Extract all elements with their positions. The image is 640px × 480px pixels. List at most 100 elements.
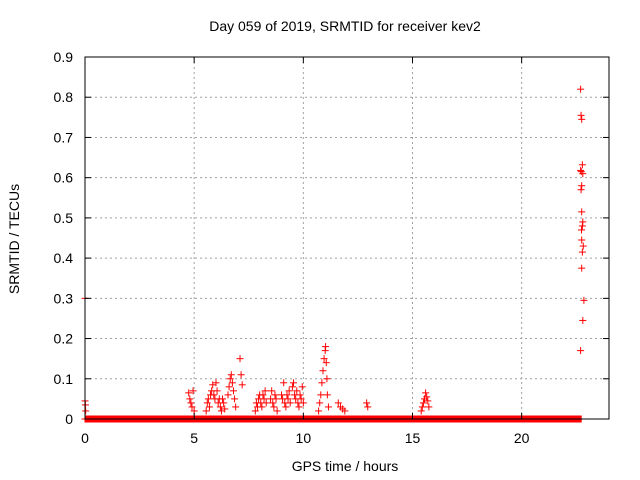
data-point-marker [295, 403, 303, 411]
data-point-marker [423, 393, 431, 401]
data-point-marker [288, 383, 296, 391]
data-point-marker [578, 161, 586, 169]
y-tick-label: 0.7 [54, 129, 74, 145]
data-point-marker [425, 403, 433, 411]
data-point-marker [185, 389, 193, 397]
data-point-marker [280, 379, 288, 387]
data-point-marker [577, 347, 585, 355]
data-point-marker [225, 383, 233, 391]
data-point-marker [273, 407, 281, 415]
data-points [81, 85, 588, 423]
x-tick-label: 15 [405, 430, 421, 446]
data-point-marker [226, 375, 234, 383]
data-point-marker [299, 399, 307, 407]
data-point-marker [297, 395, 305, 403]
data-point-marker [268, 387, 276, 395]
data-point-marker [205, 403, 213, 411]
data-point-marker [578, 115, 586, 123]
data-point-marker [258, 403, 266, 411]
data-point-marker [238, 381, 246, 389]
data-point-marker [316, 399, 324, 407]
y-tick-label: 0 [65, 411, 73, 427]
data-point-marker [418, 403, 426, 411]
x-tick-label: 0 [81, 430, 89, 446]
data-point-marker [237, 371, 245, 379]
data-point-marker [219, 395, 227, 403]
axis-ticks [84, 56, 609, 420]
data-point-marker [259, 391, 267, 399]
plot-frame [84, 56, 610, 420]
data-point-marker [577, 226, 585, 234]
data-point-marker [262, 399, 270, 407]
data-point-marker [202, 407, 210, 415]
data-point-marker [577, 85, 585, 93]
data-point-marker [228, 379, 236, 387]
data-point-marker [212, 379, 220, 387]
data-point-marker [334, 399, 342, 407]
data-point-marker [417, 407, 425, 415]
data-point-marker [419, 399, 427, 407]
y-tick-label: 0.8 [54, 89, 74, 105]
data-point-marker [187, 399, 195, 407]
data-point-marker [220, 399, 228, 407]
grid [85, 57, 609, 419]
data-point-marker [323, 391, 331, 399]
data-point-marker [204, 395, 212, 403]
data-point-marker [290, 379, 298, 387]
data-point-marker [578, 264, 586, 272]
data-point-marker [579, 242, 587, 250]
data-point-marker [318, 379, 326, 387]
data-point-marker [577, 186, 585, 194]
y-tick-label: 0.4 [54, 250, 74, 266]
data-point-marker [578, 182, 586, 190]
data-point-marker [272, 395, 280, 403]
data-point-marker [363, 399, 371, 407]
data-point-marker [224, 391, 232, 399]
x-tick-label: 10 [296, 430, 312, 446]
data-point-marker [424, 397, 432, 405]
data-point-marker [284, 395, 292, 403]
data-point-marker [269, 399, 277, 407]
data-point-marker [296, 391, 304, 399]
data-point-marker [578, 208, 586, 216]
data-point-marker [578, 236, 586, 244]
data-point-marker [293, 387, 301, 395]
data-point-marker [271, 391, 279, 399]
data-point-marker [422, 389, 430, 397]
data-point-marker [251, 407, 259, 415]
data-point-marker [221, 405, 229, 413]
data-point-marker [320, 355, 328, 363]
data-point-marker [260, 395, 268, 403]
data-point-marker [580, 296, 588, 304]
data-point-marker [579, 316, 587, 324]
x-tick-label: 20 [514, 430, 530, 446]
data-point-marker [82, 407, 90, 415]
data-point-marker [236, 355, 244, 363]
data-point-marker [578, 248, 586, 256]
data-point-marker [317, 391, 325, 399]
data-point-marker [285, 387, 293, 395]
y-tick-label: 0.6 [54, 170, 74, 186]
data-point-marker [579, 170, 587, 178]
data-point-marker [282, 403, 290, 411]
data-point-marker [577, 111, 585, 119]
data-point-marker [261, 387, 269, 395]
data-point-marker [203, 399, 211, 407]
data-point-marker [227, 371, 235, 379]
y-axis-label: SRMTID / TECUs [6, 184, 22, 294]
data-point-marker [232, 403, 240, 411]
y-tick-label: 0.1 [54, 371, 74, 387]
data-point-marker [229, 387, 237, 395]
data-point-marker [270, 403, 278, 411]
data-point-marker [323, 375, 331, 383]
data-point-marker [188, 403, 196, 411]
data-point-marker [231, 395, 239, 403]
data-point-marker [341, 407, 349, 415]
data-point-marker [315, 407, 323, 415]
data-point-marker [210, 391, 218, 399]
data-point-marker [286, 399, 294, 407]
data-point-marker [322, 359, 330, 367]
y-tick-label: 0.2 [54, 331, 74, 347]
x-axis-label: GPS time / hours [292, 458, 399, 474]
